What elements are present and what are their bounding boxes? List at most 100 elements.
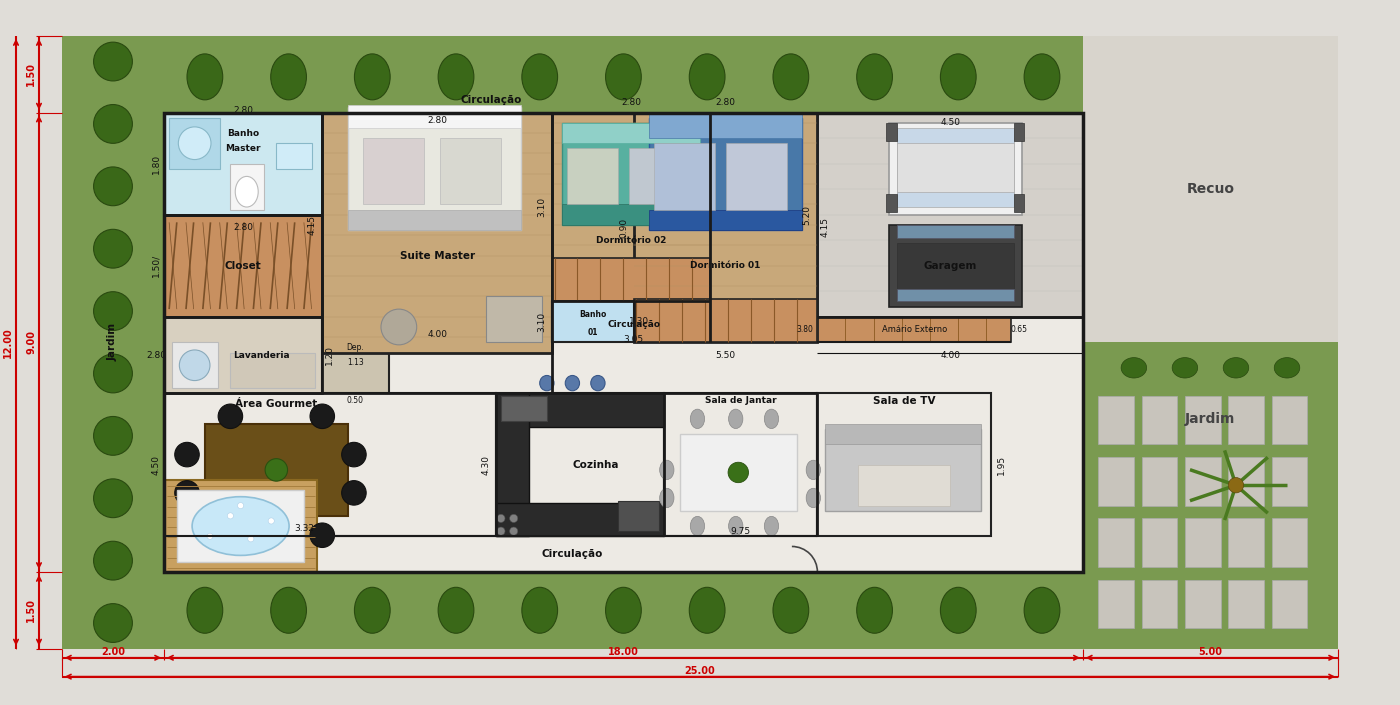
Ellipse shape	[540, 376, 554, 391]
Bar	[322, 113, 552, 352]
Bar	[1082, 343, 1338, 649]
Bar	[486, 296, 542, 343]
Circle shape	[175, 442, 199, 467]
Bar	[347, 107, 521, 230]
Ellipse shape	[1172, 357, 1197, 378]
Bar	[1228, 396, 1264, 444]
Bar	[1228, 518, 1264, 567]
Text: 3.05: 3.05	[623, 336, 644, 344]
Bar	[1098, 457, 1134, 505]
Circle shape	[248, 536, 253, 542]
Bar	[169, 118, 220, 168]
Text: Sala de TV: Sala de TV	[874, 396, 935, 406]
Bar	[276, 143, 312, 168]
Ellipse shape	[566, 376, 580, 391]
Circle shape	[218, 523, 242, 548]
Text: 2.80: 2.80	[715, 98, 735, 107]
Ellipse shape	[941, 54, 976, 100]
Text: 3.10: 3.10	[538, 312, 546, 332]
Bar	[1184, 580, 1221, 628]
Ellipse shape	[764, 516, 778, 536]
Circle shape	[94, 292, 133, 331]
Text: Circulação: Circulação	[542, 549, 603, 559]
Bar	[1141, 518, 1177, 567]
Text: 2.80: 2.80	[147, 350, 167, 360]
Text: Jardim: Jardim	[1186, 412, 1236, 426]
Circle shape	[497, 527, 505, 535]
Ellipse shape	[659, 489, 673, 508]
Bar	[889, 123, 1022, 215]
Bar	[1184, 457, 1221, 505]
Bar	[896, 288, 1014, 302]
Bar	[164, 317, 322, 393]
Bar	[619, 501, 659, 531]
Ellipse shape	[857, 587, 892, 633]
Ellipse shape	[522, 587, 557, 633]
Bar	[231, 164, 263, 209]
Ellipse shape	[438, 587, 473, 633]
Bar	[1184, 396, 1221, 444]
Bar	[164, 113, 322, 215]
Ellipse shape	[522, 54, 557, 100]
Text: 1.13: 1.13	[347, 358, 364, 367]
Bar	[363, 138, 424, 204]
Bar	[164, 113, 1082, 572]
Circle shape	[94, 104, 133, 143]
Bar	[496, 393, 529, 537]
Ellipse shape	[188, 587, 223, 633]
Bar	[204, 424, 347, 516]
Text: 4.00: 4.00	[427, 330, 447, 339]
Circle shape	[309, 404, 335, 429]
Bar	[896, 225, 1014, 238]
Bar	[164, 215, 322, 317]
Ellipse shape	[728, 516, 743, 536]
Ellipse shape	[773, 54, 809, 100]
Text: Circulação: Circulação	[461, 95, 521, 105]
Circle shape	[269, 518, 274, 524]
Text: 4.50: 4.50	[941, 118, 960, 128]
Bar	[1141, 580, 1177, 628]
Circle shape	[510, 527, 518, 535]
Text: 1.20: 1.20	[325, 345, 335, 365]
Circle shape	[94, 417, 133, 455]
Circle shape	[179, 350, 210, 381]
Bar	[896, 128, 1014, 143]
Ellipse shape	[806, 489, 820, 508]
Text: 5.20: 5.20	[802, 204, 812, 225]
Circle shape	[381, 309, 417, 345]
Text: 1.50: 1.50	[27, 62, 36, 86]
Ellipse shape	[1121, 357, 1147, 378]
Text: 2.80: 2.80	[234, 223, 253, 232]
Bar	[1141, 457, 1177, 505]
Circle shape	[94, 354, 133, 393]
Bar	[552, 302, 634, 343]
Text: 4.15: 4.15	[820, 217, 830, 238]
Circle shape	[238, 503, 244, 509]
Text: 3.10: 3.10	[538, 197, 546, 217]
Circle shape	[94, 603, 133, 642]
Circle shape	[309, 523, 335, 548]
Text: 12.00: 12.00	[3, 327, 14, 357]
Text: Garagem: Garagem	[924, 261, 977, 271]
Text: 2.80: 2.80	[622, 98, 641, 107]
Bar	[825, 429, 981, 510]
Bar	[896, 138, 1014, 204]
Bar	[440, 138, 501, 204]
Text: 0.65: 0.65	[1011, 325, 1028, 334]
Bar	[1141, 396, 1177, 444]
Text: 25.00: 25.00	[685, 666, 715, 675]
Ellipse shape	[941, 587, 976, 633]
Text: 5.50: 5.50	[715, 350, 735, 360]
Bar	[654, 143, 715, 209]
Ellipse shape	[1025, 587, 1060, 633]
Bar	[563, 204, 700, 225]
Ellipse shape	[1224, 357, 1249, 378]
Ellipse shape	[270, 587, 307, 633]
Bar	[634, 113, 818, 343]
Bar	[818, 317, 1011, 343]
Text: Jardim: Jardim	[108, 323, 118, 362]
Bar	[629, 148, 679, 204]
Text: Banho: Banho	[227, 128, 259, 137]
Bar	[164, 480, 318, 572]
Bar	[650, 118, 802, 230]
